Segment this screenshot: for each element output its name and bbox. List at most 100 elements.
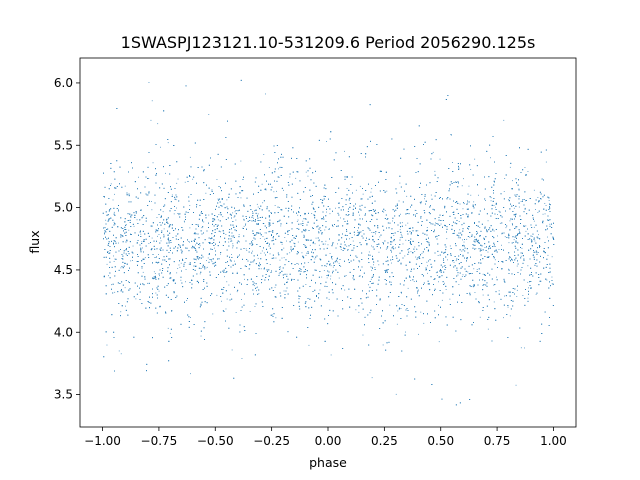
data-point (230, 240, 231, 242)
data-point (113, 255, 114, 257)
data-point (325, 240, 327, 242)
data-point (482, 294, 484, 296)
data-point (447, 259, 448, 261)
data-point (158, 254, 159, 255)
data-point (190, 317, 191, 318)
data-point (424, 198, 425, 200)
data-point (518, 206, 520, 208)
data-point (467, 271, 469, 273)
data-point (386, 190, 388, 192)
data-point (319, 289, 321, 291)
data-point (108, 275, 109, 277)
data-point (438, 341, 440, 343)
data-point (302, 220, 304, 222)
data-point (314, 258, 316, 260)
data-point (449, 245, 451, 247)
data-point (189, 227, 191, 229)
data-point (406, 195, 408, 197)
data-point (189, 241, 190, 243)
data-point (214, 247, 215, 249)
data-point (217, 198, 219, 200)
data-point (167, 234, 169, 236)
data-point (234, 260, 235, 262)
data-point (527, 281, 529, 283)
data-point (280, 225, 282, 227)
data-point (113, 211, 115, 213)
data-point (485, 200, 486, 201)
data-point (527, 297, 529, 299)
data-point (511, 188, 512, 190)
data-point (360, 231, 362, 233)
data-point (284, 237, 286, 238)
data-point (527, 265, 529, 267)
data-point (503, 119, 505, 121)
data-point (540, 280, 542, 282)
data-point (232, 243, 234, 245)
data-point (401, 235, 403, 237)
data-point (467, 202, 468, 204)
data-point (240, 160, 242, 162)
data-point (435, 222, 436, 224)
data-point (175, 199, 177, 201)
data-point (331, 224, 333, 226)
data-point (144, 257, 146, 259)
data-point (344, 289, 346, 291)
data-point (199, 273, 201, 275)
data-point (303, 234, 305, 236)
data-point (407, 287, 409, 289)
data-point (508, 268, 509, 270)
data-point (199, 245, 201, 247)
data-point (124, 185, 126, 187)
data-point (125, 305, 126, 307)
data-point (258, 293, 260, 295)
data-point (126, 224, 127, 226)
data-point (418, 257, 420, 259)
data-point (208, 114, 210, 115)
data-point (201, 227, 203, 229)
data-point (368, 251, 370, 253)
data-point (440, 223, 442, 225)
data-point (501, 233, 503, 235)
data-point (434, 170, 436, 172)
data-point (280, 166, 282, 168)
data-point (449, 298, 451, 300)
data-point (438, 304, 439, 306)
data-point (324, 243, 326, 245)
data-point (142, 271, 144, 273)
data-point (438, 281, 439, 283)
data-point (199, 214, 201, 216)
data-point (177, 268, 179, 269)
data-point (104, 233, 105, 235)
data-point (516, 265, 518, 267)
data-point (185, 281, 186, 283)
data-point (522, 295, 524, 296)
data-point (439, 158, 441, 160)
data-point (525, 230, 527, 232)
data-point (414, 246, 416, 248)
data-point (218, 214, 220, 215)
data-point (269, 264, 271, 265)
data-point (204, 267, 205, 269)
data-point (192, 178, 194, 180)
data-point (113, 261, 115, 262)
data-point (313, 208, 315, 210)
data-point (492, 229, 494, 231)
data-point (352, 249, 354, 251)
data-point (501, 244, 502, 246)
data-point (286, 240, 287, 242)
data-point (450, 134, 452, 136)
data-point (336, 261, 338, 263)
data-point (340, 217, 341, 219)
data-point (233, 235, 235, 237)
data-point (395, 244, 396, 245)
data-point (414, 209, 416, 211)
data-point (281, 243, 283, 245)
data-point (472, 286, 474, 288)
data-point (473, 244, 474, 246)
data-point (147, 282, 148, 284)
data-point (274, 205, 276, 206)
data-point (301, 252, 303, 254)
data-point (195, 259, 197, 261)
data-point (257, 206, 259, 208)
data-point (511, 223, 513, 224)
